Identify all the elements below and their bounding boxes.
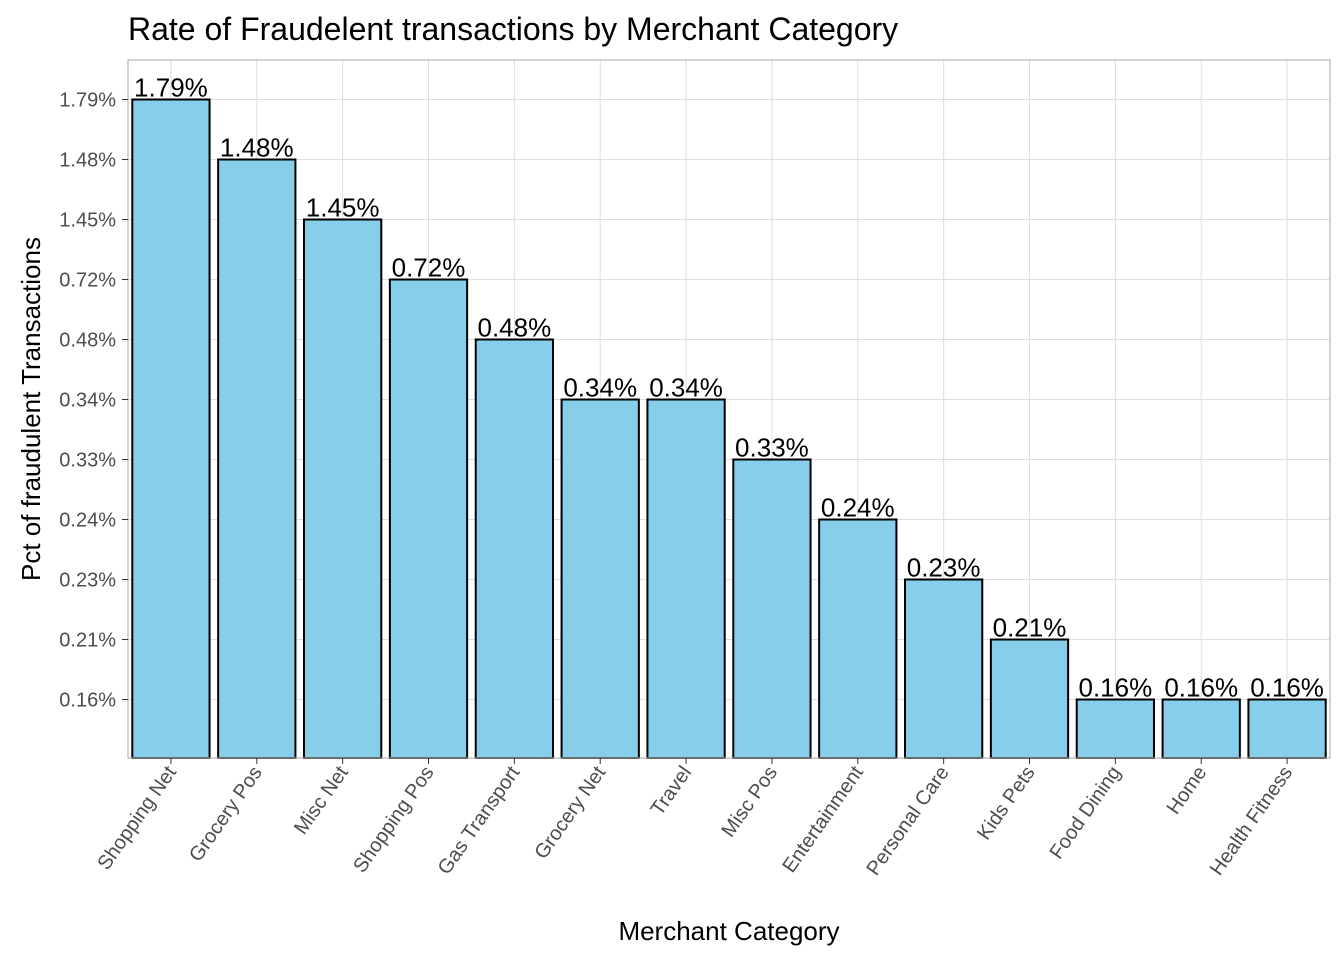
x-tick-label: Kids Pets [973, 762, 1039, 844]
bar-entertainment [818, 518, 898, 759]
y-tick-label: 0.34% [59, 390, 116, 412]
y-tick-label: 0.48% [59, 330, 116, 352]
y-axis-title: Pct of fraudulent Transactions [16, 237, 46, 581]
bar-misc-net [303, 218, 383, 759]
data-labels: 1.79% 1.48% 1.45% 0.72% 0.48% 0.34% 0.34% 0.33%… [134, 73, 1324, 703]
x-tick-label: Home [1163, 762, 1212, 818]
data-label: 0.33% [735, 433, 809, 463]
x-tick-label: Shopping Pos [349, 762, 438, 877]
x-tick-label: Misc Net [290, 762, 353, 839]
data-label: 0.34% [649, 373, 723, 403]
y-tick-label: 1.45% [59, 210, 116, 232]
y-tick-label: 1.79% [59, 90, 116, 112]
x-tick-label: Misc Pos [717, 762, 782, 841]
data-label: 1.45% [306, 193, 380, 223]
y-tick-label: 1.48% [59, 150, 116, 172]
bar-shopping-net [131, 98, 211, 759]
x-tick-label: Grocery Net [530, 762, 610, 863]
x-tick-label: Personal Care [862, 762, 953, 879]
bar-shopping-pos [388, 278, 469, 759]
y-tick-label: 0.21% [59, 630, 116, 652]
y-tick-label: 0.16% [59, 690, 116, 712]
y-tick-label: 0.24% [59, 510, 116, 532]
data-label: 1.48% [220, 133, 294, 163]
x-axis-ticks: Shopping Net Grocery Pos Misc NetShopping … [93, 758, 1297, 880]
data-label: 0.16% [1250, 673, 1324, 703]
x-axis-title: Merchant Category [618, 916, 839, 946]
data-label: 0.24% [821, 493, 895, 523]
bar-misc-pos [732, 458, 812, 759]
data-label: 0.72% [392, 253, 466, 283]
x-tick-label: Food Dining [1046, 762, 1126, 863]
data-label: 0.16% [1078, 673, 1152, 703]
x-tick-label: Grocery Pos [185, 762, 267, 866]
chart-title: Rate of Fraudelent transactions by Merch… [128, 11, 898, 47]
x-tick-label: Entertainment [778, 762, 868, 877]
bar-gas-transport [474, 338, 554, 759]
y-tick-label: 0.72% [59, 270, 116, 292]
data-label: 0.21% [993, 613, 1067, 643]
data-label: 0.48% [477, 313, 551, 343]
bar-health-fitness [1247, 698, 1327, 759]
data-label: 0.16% [1164, 673, 1238, 703]
bar-home [1161, 698, 1241, 759]
data-label: 0.34% [563, 373, 637, 403]
y-tick-label: 0.33% [59, 450, 116, 472]
panel-border [127, 59, 1331, 759]
bar-kids-pets [989, 638, 1070, 759]
bar-grocery-net [560, 398, 640, 759]
y-tick-label: 0.23% [59, 570, 116, 592]
bar-personal-care [904, 578, 984, 759]
x-tick-label: Shopping Net [93, 762, 181, 874]
x-tick-label: Gas Transport [434, 762, 525, 879]
bars [131, 98, 1327, 759]
data-label: 0.23% [907, 553, 981, 583]
x-tick-label: Health Fitness [1206, 762, 1297, 879]
bar-travel [646, 398, 726, 759]
bar-food-dining [1075, 698, 1155, 759]
bar-grocery-pos [217, 158, 297, 759]
y-axis-ticks: 0.16% 0.21% 0.23% 0.24% 0.33% 0.34% 0.48% 0.72%… [59, 90, 128, 712]
data-label: 1.79% [134, 73, 208, 103]
x-tick-label: Travel [647, 762, 696, 820]
